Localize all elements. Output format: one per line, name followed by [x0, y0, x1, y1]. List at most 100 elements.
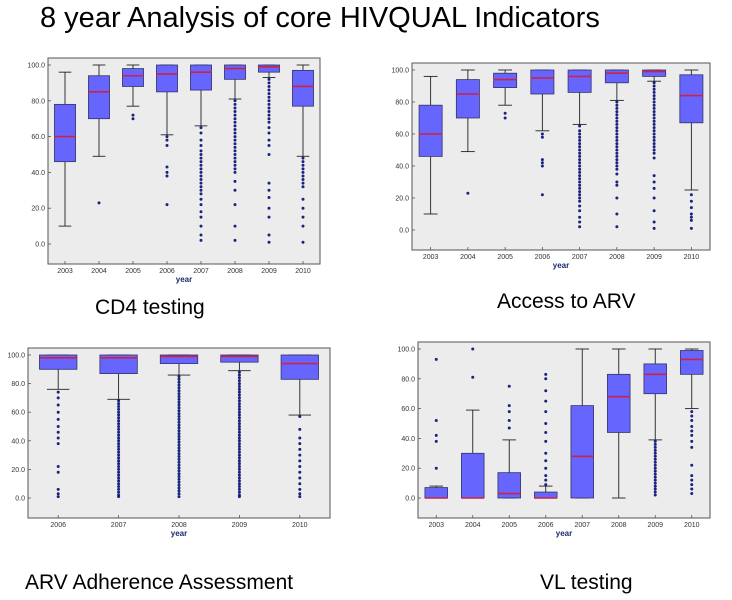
outlier-point: [199, 170, 203, 174]
x-tick-label: 2003: [423, 254, 439, 261]
outlier-point: [199, 126, 203, 130]
outlier-point: [544, 399, 548, 403]
outlier-point: [177, 463, 181, 467]
outlier-point: [237, 427, 241, 431]
outlier-point: [578, 154, 582, 158]
outlier-point: [690, 445, 694, 449]
outlier-point: [301, 240, 305, 244]
caption-cd4: CD4 testing: [95, 296, 205, 319]
outlier-point: [117, 456, 121, 460]
outlier-point: [298, 495, 302, 499]
outlier-point: [117, 490, 121, 494]
outlier-point: [267, 95, 271, 99]
outlier-point: [267, 106, 271, 110]
outlier-point: [237, 445, 241, 449]
outlier-point: [177, 477, 181, 481]
outlier-point: [578, 225, 582, 229]
outlier-point: [298, 453, 302, 457]
outlier-point: [267, 120, 271, 124]
outlier-point: [298, 447, 302, 451]
outlier-point: [615, 196, 619, 200]
outlier-point: [177, 460, 181, 464]
outlier-point: [117, 470, 121, 474]
x-tick-label: 2006: [159, 268, 175, 275]
outlier-point: [165, 144, 169, 148]
outlier-point: [507, 426, 511, 430]
outlier-point: [237, 447, 241, 451]
outlier-point: [56, 417, 60, 421]
outlier-point: [237, 485, 241, 489]
outlier-point: [301, 156, 305, 160]
outlier-point: [652, 90, 656, 94]
outlier-point: [615, 145, 619, 149]
outlier-point: [199, 149, 203, 153]
outlier-point: [233, 160, 237, 164]
outlier-point: [690, 483, 694, 487]
y-tick-label: 20.0: [401, 466, 415, 473]
outlier-point: [177, 426, 181, 430]
outlier-point: [199, 185, 203, 189]
box-iqr: [497, 472, 521, 499]
outlier-point: [503, 111, 507, 115]
outlier-point: [233, 188, 237, 192]
outlier-point: [233, 203, 237, 207]
outlier-point: [233, 145, 237, 149]
caption-vl: VL testing: [540, 571, 633, 594]
outlier-point: [544, 459, 548, 463]
outlier-point: [237, 476, 241, 480]
outlier-point: [117, 422, 121, 426]
outlier-point: [117, 459, 121, 463]
outlier-point: [237, 442, 241, 446]
outlier-point: [301, 215, 305, 219]
outlier-point: [237, 490, 241, 494]
y-tick-label: 80.0: [401, 376, 415, 383]
outlier-point: [233, 99, 237, 103]
outlier-point: [434, 439, 438, 443]
outlier-point: [615, 135, 619, 139]
outlier-point: [690, 492, 694, 496]
outlier-point: [689, 212, 693, 216]
outlier-point: [267, 102, 271, 106]
outlier-point: [471, 375, 475, 379]
y-tick-label: 20.0: [11, 467, 25, 474]
outlier-point: [690, 433, 694, 437]
outlier-point: [578, 209, 582, 213]
y-tick-label: 100.0: [7, 353, 25, 360]
outlier-point: [117, 419, 121, 423]
outlier-point: [615, 158, 619, 162]
outlier-point: [652, 138, 656, 142]
outlier-point: [652, 132, 656, 136]
outlier-point: [653, 457, 657, 461]
outlier-point: [199, 197, 203, 201]
outlier-point: [540, 193, 544, 197]
outlier-point: [237, 402, 241, 406]
outlier-point: [117, 439, 121, 443]
outlier-point: [544, 422, 548, 425]
outlier-point: [177, 397, 181, 401]
outlier-point: [237, 482, 241, 486]
outlier-point: [237, 393, 241, 397]
outlier-point: [165, 138, 169, 142]
outlier-point: [301, 197, 305, 201]
outlier-point: [690, 410, 694, 414]
caption-access-arv: Access to ARV: [497, 290, 636, 313]
outlier-point: [652, 156, 656, 160]
y-tick-label: 60.0: [11, 410, 25, 417]
outlier-point: [56, 425, 60, 428]
outlier-point: [177, 417, 181, 421]
outlier-point: [233, 153, 237, 156]
outlier-point: [56, 410, 60, 414]
outlier-point: [237, 390, 241, 394]
box-iqr: [292, 69, 314, 107]
outlier-point: [298, 492, 302, 496]
outlier-point: [544, 372, 548, 376]
outlier-point: [434, 419, 438, 423]
outlier-point: [56, 495, 60, 499]
outlier-point: [578, 138, 582, 142]
outlier-point: [301, 167, 305, 171]
outlier-point: [237, 439, 241, 443]
box-iqr: [570, 405, 594, 499]
outlier-point: [615, 154, 619, 158]
x-tick-label: 2005: [125, 268, 141, 275]
x-axis-label: year: [553, 261, 569, 270]
